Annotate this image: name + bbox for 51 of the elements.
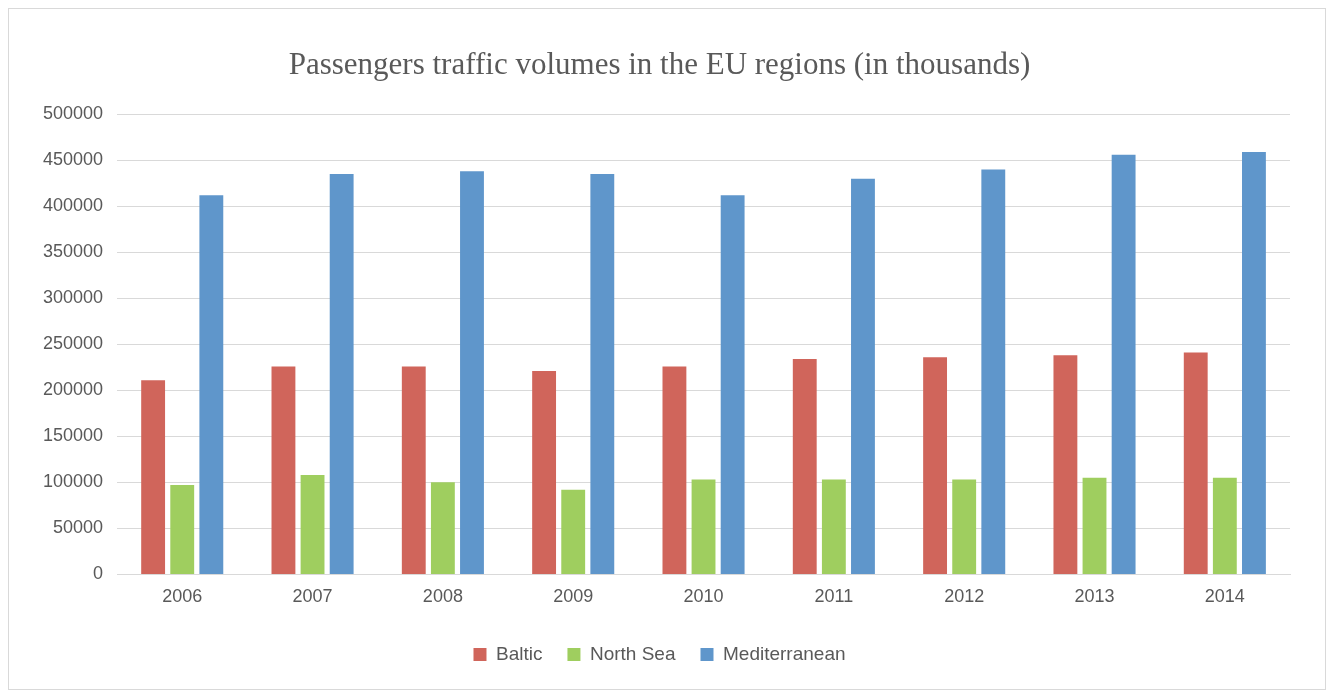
y-tick-label: 50000: [53, 517, 104, 538]
x-tick-label: 2007: [292, 586, 333, 607]
bar: [300, 475, 325, 574]
chart-title: Passengers traffic volumes in the EU regions (in thousands): [288, 45, 1031, 81]
x-tick-label: 2010: [683, 586, 724, 607]
bar: [460, 171, 484, 574]
bar: [430, 482, 455, 574]
bar: [141, 380, 166, 574]
legend-label: North Sea: [589, 642, 676, 664]
bar: [561, 489, 586, 574]
x-tick-label: 2011: [814, 586, 854, 607]
y-tick-label: 350000: [42, 241, 104, 262]
bar: [199, 195, 224, 574]
bar: [1082, 477, 1107, 574]
bar: [691, 479, 716, 574]
y-tick-label: 200000: [42, 379, 104, 400]
bar: [792, 359, 817, 574]
bar: [662, 366, 687, 574]
legend-label: Mediterranean: [723, 642, 846, 664]
y-tick-label: 300000: [42, 287, 104, 308]
bar: [401, 366, 426, 574]
bar: [981, 169, 1006, 574]
y-tick-label: 0: [93, 563, 104, 584]
y-tick-label: 400000: [42, 195, 104, 216]
bar: [821, 479, 846, 574]
x-tick-label: 2012: [944, 586, 985, 607]
bar: [590, 174, 615, 574]
x-tick-label: 2014: [1204, 586, 1245, 607]
x-tick-label: 2006: [162, 586, 203, 607]
legend-label: Baltic: [495, 642, 543, 664]
bar: [1212, 477, 1237, 574]
bar: [1183, 352, 1208, 574]
bar: [271, 366, 296, 574]
bar: [532, 370, 557, 574]
y-tick-label: 150000: [42, 425, 104, 446]
x-tick-label: 2013: [1074, 586, 1115, 607]
bar: [1242, 151, 1266, 574]
bar: [329, 174, 354, 574]
bar: [952, 479, 977, 574]
y-tick-label: 450000: [42, 149, 104, 170]
bar: [1053, 355, 1078, 574]
bar: [1111, 154, 1136, 574]
y-tick-label: 250000: [42, 333, 104, 354]
bar: [720, 195, 745, 574]
x-tick-label: 2009: [553, 586, 594, 607]
y-tick-label: 500000: [42, 103, 104, 124]
y-tick-label: 100000: [42, 471, 104, 492]
bar: [851, 178, 875, 574]
bar: [923, 357, 948, 574]
bar: [170, 485, 195, 574]
x-tick-label: 2008: [422, 586, 463, 607]
